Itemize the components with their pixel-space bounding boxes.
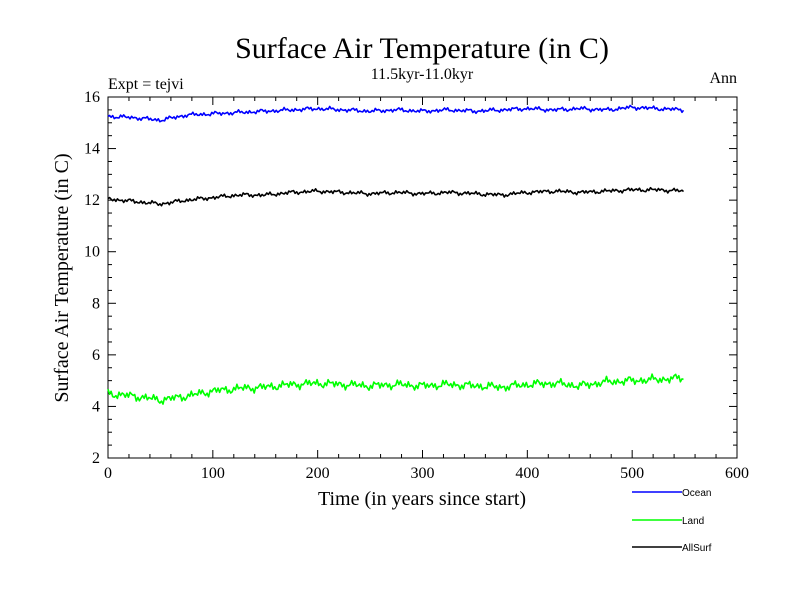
legend-label-land: Land: [682, 516, 704, 527]
x-tick-label: 400: [515, 465, 539, 482]
series-layer: [107, 104, 685, 405]
y-tick-label: 12: [84, 192, 100, 209]
x-tick-label: 600: [725, 465, 749, 482]
legend-label-allsurf: AllSurf: [682, 543, 712, 554]
series-line-allsurf: [107, 186, 685, 207]
y-tick-label: 2: [92, 450, 100, 467]
y-tick-label: 4: [92, 398, 100, 415]
x-tick-label: 0: [104, 465, 112, 482]
season-label: Ann: [709, 70, 737, 87]
axis-ticks: [107, 96, 738, 459]
x-axis-label: Time (in years since start): [318, 488, 526, 510]
axis-tick-labels: 0 100 200 300 400 500 600 2 4 6 8 10 12 14 16: [84, 89, 749, 482]
y-axis-label: Surface Air Temperature (in C): [51, 153, 73, 402]
series-line-ocean: [107, 104, 685, 123]
legend: Ocean Land AllSurf: [632, 488, 712, 554]
legend-label-ocean: Ocean: [682, 488, 711, 499]
chart-subtitle: 11.5kyr-11.0kyr: [371, 66, 474, 83]
experiment-label: Expt = tejvi: [108, 76, 184, 93]
y-tick-label: 6: [92, 347, 100, 364]
x-tick-label: 300: [411, 465, 435, 482]
y-tick-label: 14: [84, 141, 100, 158]
y-tick-label: 8: [92, 295, 100, 312]
x-tick-label: 200: [306, 465, 330, 482]
y-tick-label: 10: [84, 244, 100, 261]
plot-frame: [107, 96, 738, 459]
x-tick-label: 100: [201, 465, 225, 482]
chart-title: Surface Air Temperature (in C): [235, 32, 609, 65]
x-tick-label: 500: [620, 465, 644, 482]
y-tick-label: 16: [84, 89, 100, 106]
series-line-land: [107, 373, 684, 405]
